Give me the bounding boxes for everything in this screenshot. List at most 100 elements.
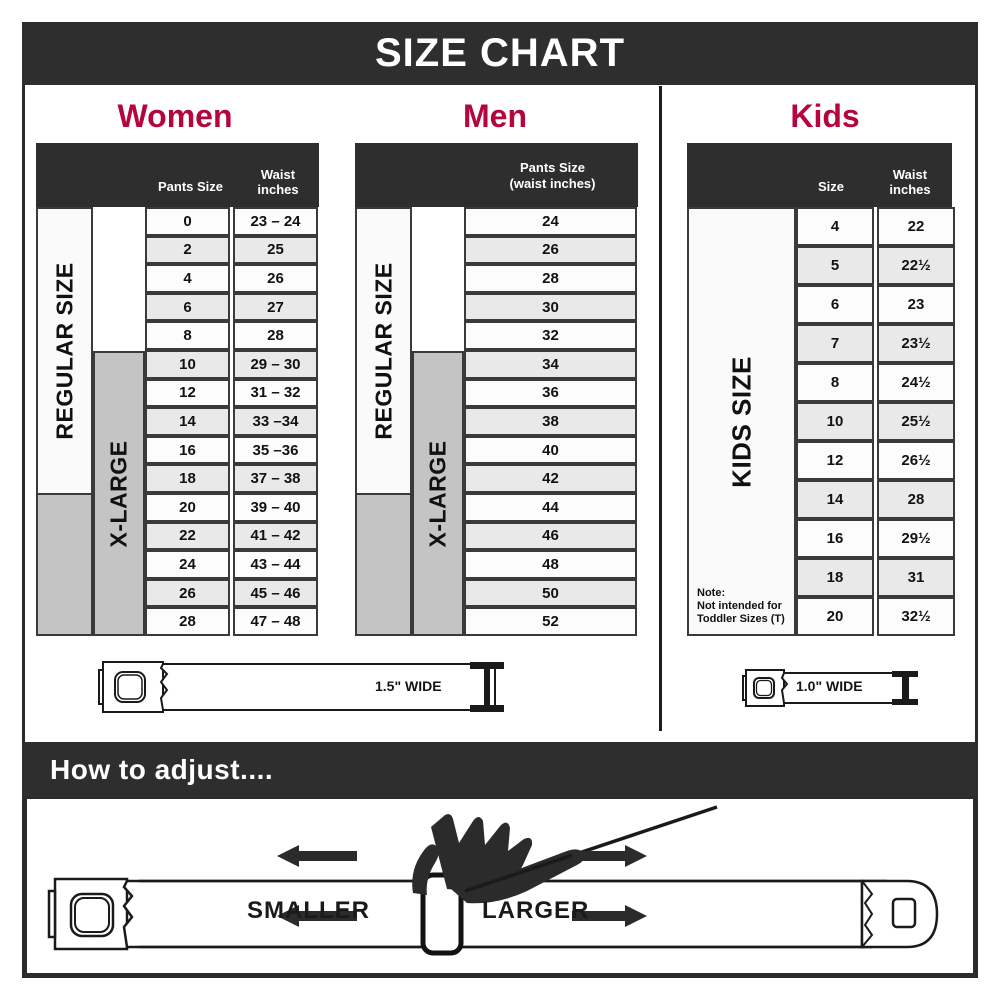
label-larger: LARGER <box>482 897 590 924</box>
table-row: 12 31 – 32 <box>145 378 318 408</box>
women-band-regular-size: REGULAR SIZE <box>36 207 93 495</box>
women-waist-cell: 35 –36 <box>233 435 318 465</box>
kids-table-header: Size Waist inches <box>687 143 952 207</box>
men-size-cell: 30 <box>464 292 637 322</box>
kids-waist-cell: 29½ <box>877 519 955 558</box>
belt-width-adult-label: 1.5" WIDE <box>375 678 442 694</box>
kids-waist-cell: 23 <box>877 285 955 324</box>
table-row: 20 32½ <box>796 597 955 636</box>
how-to-adjust-title: How to adjust.... <box>50 753 274 785</box>
men-size-cell: 38 <box>464 407 637 436</box>
women-band-xlarge-lower <box>36 495 93 636</box>
kids-size-cell: 12 <box>796 441 874 480</box>
table-row: 28 <box>464 264 637 293</box>
women-waist-cell: 28 <box>233 321 318 350</box>
men-size-cell: 24 <box>464 207 637 236</box>
table-row: 0 23 – 24 <box>145 207 318 236</box>
kids-size-cell: 5 <box>796 246 874 285</box>
kids-waist-cell: 24½ <box>877 363 955 402</box>
table-row: 4 26 <box>145 264 318 293</box>
women-size-cell: 2 <box>145 235 230 265</box>
table-row: 18 31 <box>796 558 955 597</box>
men-size-cell: 46 <box>464 521 637 551</box>
title-band: SIZE CHART <box>22 22 978 85</box>
women-size-cell: 6 <box>145 292 230 322</box>
table-row: 8 28 <box>145 321 318 350</box>
belt-diagram-kids: 1.0" WIDE <box>740 662 940 712</box>
women-waist-cell: 37 – 38 <box>233 464 318 493</box>
heading-women: Women <box>117 98 233 134</box>
kids-note-line-1: Note: <box>697 587 726 599</box>
men-table-header: Pants Size (waist inches) <box>355 143 638 207</box>
kids-waist-cell: 22½ <box>877 246 955 285</box>
table-row: 36 <box>464 378 637 408</box>
women-waist-cell: 26 <box>233 264 318 293</box>
women-table-header: Pants Size Waist inches <box>36 143 319 207</box>
table-row: 24 <box>464 207 637 236</box>
table-row: 34 <box>464 350 637 379</box>
women-band-xlarge-label: X-LARGE <box>105 440 132 547</box>
women-waist-cell: 23 – 24 <box>233 207 318 236</box>
women-size-cell: 10 <box>145 350 230 379</box>
section-divider <box>659 86 662 731</box>
kids-waist-cell: 25½ <box>877 402 955 441</box>
table-row: 12 26½ <box>796 441 955 480</box>
kids-size-cell: 8 <box>796 363 874 402</box>
kids-size-cell: 14 <box>796 480 874 519</box>
women-waist-cell: 41 – 42 <box>233 521 318 551</box>
kids-size-cell: 10 <box>796 402 874 441</box>
kids-note-line-3: Toddler Sizes (T) <box>697 613 785 625</box>
women-size-cell: 0 <box>145 207 230 236</box>
kids-waist-cell: 26½ <box>877 441 955 480</box>
table-row: 46 <box>464 521 637 551</box>
table-row: 14 33 –34 <box>145 407 318 436</box>
women-size-cell: 22 <box>145 521 230 551</box>
women-size-cell: 26 <box>145 578 230 608</box>
table-row: 22 41 – 42 <box>145 521 318 551</box>
men-size-cell: 52 <box>464 607 637 636</box>
table-row: 42 <box>464 464 637 493</box>
table-row: 18 37 – 38 <box>145 464 318 493</box>
women-waist-cell: 39 – 40 <box>233 493 318 522</box>
women-band-regular-label: REGULAR SIZE <box>51 262 77 440</box>
adjust-belt-svg <box>47 805 939 956</box>
belt-width-kids-label: 1.0" WIDE <box>796 678 863 694</box>
women-waist-cell: 33 –34 <box>233 407 318 436</box>
women-size-cell: 12 <box>145 378 230 408</box>
kids-note: Note: Not intended for Toddler Sizes (T) <box>697 587 785 626</box>
women-band-xlarge: X-LARGE <box>93 351 145 636</box>
men-size-cell: 48 <box>464 550 637 579</box>
men-band-xlarge-label: X-LARGE <box>424 440 451 547</box>
women-size-cell: 20 <box>145 493 230 522</box>
belt-kids-svg <box>742 669 918 707</box>
table-row: 28 47 – 48 <box>145 607 318 636</box>
men-size-cell: 36 <box>464 378 637 408</box>
kids-size-cell: 18 <box>796 558 874 597</box>
women-size-cell: 14 <box>145 407 230 436</box>
page-title: SIZE CHART <box>375 31 625 75</box>
table-row: 6 23 <box>796 285 955 324</box>
women-waist-cell: 47 – 48 <box>233 607 318 636</box>
kids-waist-cell: 32½ <box>877 597 955 636</box>
table-row: 7 23½ <box>796 324 955 363</box>
kids-band-size: KIDS SIZE Note: Not intended for Toddler… <box>687 207 796 636</box>
kids-waist-cell: 31 <box>877 558 955 597</box>
how-to-adjust-diagram: SMALLER LARGER <box>25 797 975 975</box>
women-waist-cell: 43 – 44 <box>233 550 318 579</box>
kids-size-cell: 4 <box>796 207 874 246</box>
men-size-cell: 34 <box>464 350 637 379</box>
men-size-cell: 50 <box>464 578 637 608</box>
belt-adult-svg <box>98 661 504 713</box>
table-row: 4 22 <box>796 207 955 246</box>
kids-band-label: KIDS SIZE <box>726 355 756 488</box>
label-smaller: SMALLER <box>247 897 370 924</box>
table-row: 30 <box>464 292 637 322</box>
table-row: 24 43 – 44 <box>145 550 318 579</box>
kids-col-waist-line1: Waist <box>892 167 928 182</box>
table-row: 2 25 <box>145 235 318 265</box>
kids-waist-cell: 22 <box>877 207 955 246</box>
women-size-cell: 16 <box>145 435 230 465</box>
table-row: 16 35 –36 <box>145 435 318 465</box>
kids-size-cell: 6 <box>796 285 874 324</box>
